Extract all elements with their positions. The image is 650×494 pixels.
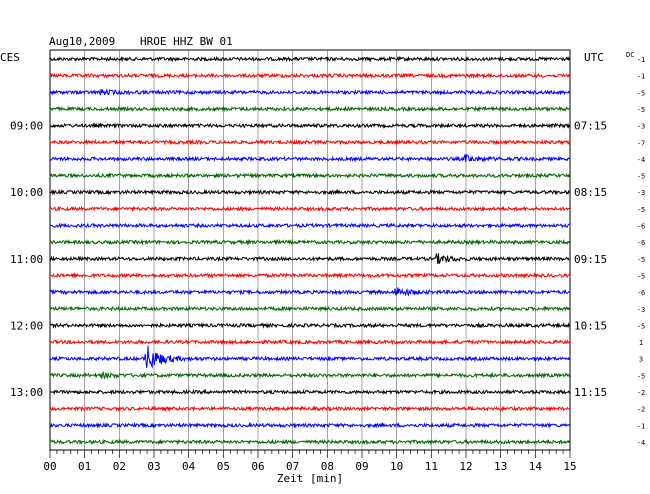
trace-2 [49,88,570,96]
x-tick-label: 13 [494,460,507,473]
trace-10 [49,222,570,229]
dc-offset-label: -6 [637,223,645,231]
x-tick-label: 15 [563,460,576,473]
trace-18 [49,345,570,369]
dc-offset-label: -5 [637,322,645,330]
left-time-label: 12:00 [10,319,43,332]
left-time-label: 11:00 [10,253,43,266]
x-tick-label: 14 [529,460,543,473]
x-tick-label: 01 [78,460,91,473]
left-timezone-label: CES [0,51,20,64]
trace-19 [49,370,570,380]
trace-23 [49,438,570,446]
dc-offset-label: -6 [637,239,645,247]
dc-offset-label: -3 [637,306,645,314]
right-time-label: 08:15 [574,186,607,199]
time-grid [49,49,571,451]
trace-7 [49,172,570,179]
left-time-label: 09:00 [10,120,43,133]
right-time-label: 07:15 [574,120,607,133]
dc-offset-label: 1 [639,339,643,347]
x-tick-label: 10 [390,460,403,473]
trace-group [49,55,570,446]
dc-offset-label: -5 [637,89,645,97]
x-tick-label: 11 [425,460,438,473]
dc-offset-group: -1 -1 -5 -5 -3 -7 -4 -5 -3 -5 -6 -6 -5 -5 -6 -3 -5 1 3 -5 -2… [637,56,645,447]
x-tick-label: 09 [355,460,368,473]
x-tick-label: 04 [182,460,196,473]
right-time-label: 10:15 [574,319,607,332]
right-time-label: 11:15 [574,386,607,399]
dc-offset-label: -1 [637,422,645,430]
x-tick-label: 00 [43,460,56,473]
trace-16 [49,321,570,329]
trace-4 [49,122,570,129]
x-tick-label: 05 [217,460,230,473]
trace-11 [49,238,570,246]
trace-21 [49,405,570,413]
dc-offset-label: -1 [637,73,645,81]
x-tick-label: 08 [321,460,334,473]
trace-17 [49,338,570,346]
x-tick-label: 12 [459,460,472,473]
dc-offset-label: -5 [637,173,645,181]
x-axis-title: Zeit [min] [277,472,343,485]
dc-offset-label: -1 [637,56,645,64]
trace-6 [49,153,570,163]
dc-offset-label: -5 [637,372,645,380]
trace-9 [49,205,570,213]
dc-offset-label: -6 [637,289,645,297]
x-tick-label: 02 [113,460,126,473]
dc-offset-label: -5 [637,272,645,280]
trace-14 [49,287,570,297]
trace-20 [49,388,570,396]
plot-frame [49,49,571,451]
left-time-label: 10:00 [10,186,43,199]
x-tick-label: 06 [251,460,264,473]
dc-offset-label: -4 [637,439,645,447]
dc-offset-label: -5 [637,256,645,264]
dc-header-label: DC [626,51,634,59]
trace-5 [49,138,570,146]
dc-offset-label: -2 [637,406,645,414]
trace-3 [49,105,570,113]
trace-0 [49,55,570,63]
left-time-label: 13:00 [10,386,43,399]
dc-offset-label: -5 [637,106,645,114]
dc-offset-label: -2 [637,389,645,397]
trace-12 [49,253,570,264]
x-axis: 00 01 02 03 04 05 06 07 08 09 10 11 12 13 14 15 [43,450,577,473]
trace-15 [49,305,570,313]
chart-date: Aug10,2009 [49,35,115,48]
time-label-group: 09:00 10:00 11:00 12:00 13:00 07:15 08:15 09:15… [10,120,607,399]
dc-offset-label: -3 [637,189,645,197]
dc-offset-label: -3 [637,123,645,131]
right-timezone-label: UTC [584,51,604,64]
trace-8 [49,188,570,196]
x-tick-label: 07 [286,460,299,473]
chart-station: HROE HHZ BW 01 [140,35,233,48]
trace-13 [49,272,570,279]
dc-offset-label: -4 [637,156,645,164]
dc-offset-label: -7 [637,139,645,147]
right-time-label: 09:15 [574,253,607,266]
trace-1 [49,72,570,80]
dc-offset-label: -5 [637,206,645,214]
trace-22 [49,421,570,429]
x-tick-label: 03 [147,460,160,473]
dc-offset-label: 3 [639,356,643,364]
